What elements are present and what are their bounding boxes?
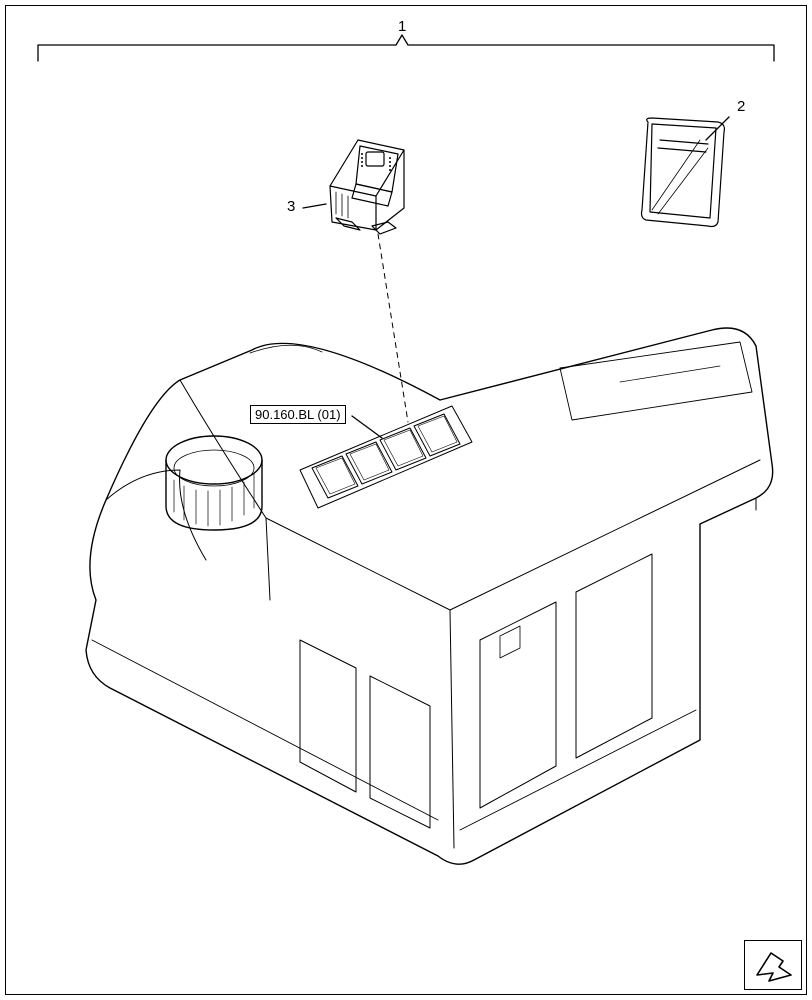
side-panel-cutouts xyxy=(480,554,652,808)
leader-3 xyxy=(303,204,326,208)
reference-box: 90.160.BL (01) xyxy=(250,405,346,424)
rocker-switch xyxy=(330,140,404,234)
bracket-callout-1 xyxy=(38,35,774,61)
leader-2 xyxy=(706,117,729,140)
console-body xyxy=(86,328,773,864)
front-recess xyxy=(300,640,430,828)
callout-1: 1 xyxy=(398,18,406,35)
callout-2: 2 xyxy=(737,98,745,115)
leader-refbox xyxy=(352,416,382,438)
control-knob xyxy=(166,436,262,530)
assembly-dashed-line xyxy=(378,234,408,422)
callout-3: 3 xyxy=(287,198,295,215)
technical-drawing xyxy=(0,0,812,1000)
next-page-icon[interactable] xyxy=(744,940,802,990)
